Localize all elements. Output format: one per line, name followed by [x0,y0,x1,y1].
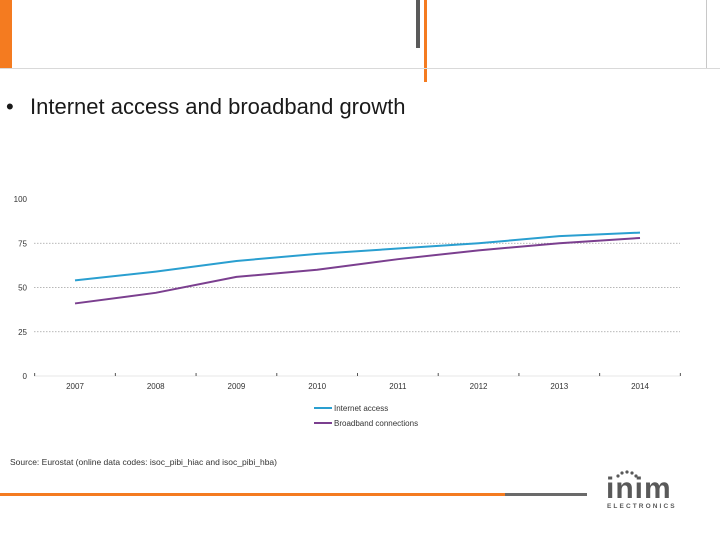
orange-accent-bar [0,0,12,68]
x-tick-label-2011: 2011 [389,382,407,391]
title-text: Internet access and broadband growth [30,94,406,119]
y-tick-label-0: 0 [23,372,28,381]
x-tick-label-2013: 2013 [550,382,568,391]
x-tick-label-2008: 2008 [147,382,165,391]
logo-subtitle: ELECTRONICS [607,503,677,510]
x-tick-label-2010: 2010 [308,382,326,391]
inim-logo: inim ELECTRONICS [604,470,680,514]
logo-word: inim [606,472,672,505]
legend-label-0: Internet access [334,404,388,413]
series-line-1 [74,236,641,305]
footer-gray-line [505,493,587,496]
orange-accent-stripe [424,0,427,82]
slide-title: • Internet access and broadband growth [6,94,405,120]
title-bullet: • [6,94,14,119]
x-tick-label-2007: 2007 [66,382,84,391]
x-tick-label-2009: 2009 [228,382,246,391]
line-chart: 0 25 50 75 100 2007 2008 2009 2010 2011 2012 2013 20… [14,195,681,428]
source-note: Source: Eurostat (online data codes: iso… [10,457,277,467]
series-line-0 [74,231,641,282]
right-accent-line [706,0,707,68]
y-tick-label-100: 100 [14,195,28,204]
y-tick-label-75: 75 [18,239,27,248]
x-tick-label-2014: 2014 [631,382,649,391]
footer-orange-line [0,493,505,496]
legend-label-1: Broadband connections [334,419,418,428]
x-tick-label-2012: 2012 [470,382,488,391]
y-tick-label-50: 50 [18,284,27,293]
header-divider [0,68,720,69]
y-tick-label-25: 25 [18,328,27,337]
gray-accent-bar [416,0,420,48]
logo-dots-icon [616,470,638,478]
